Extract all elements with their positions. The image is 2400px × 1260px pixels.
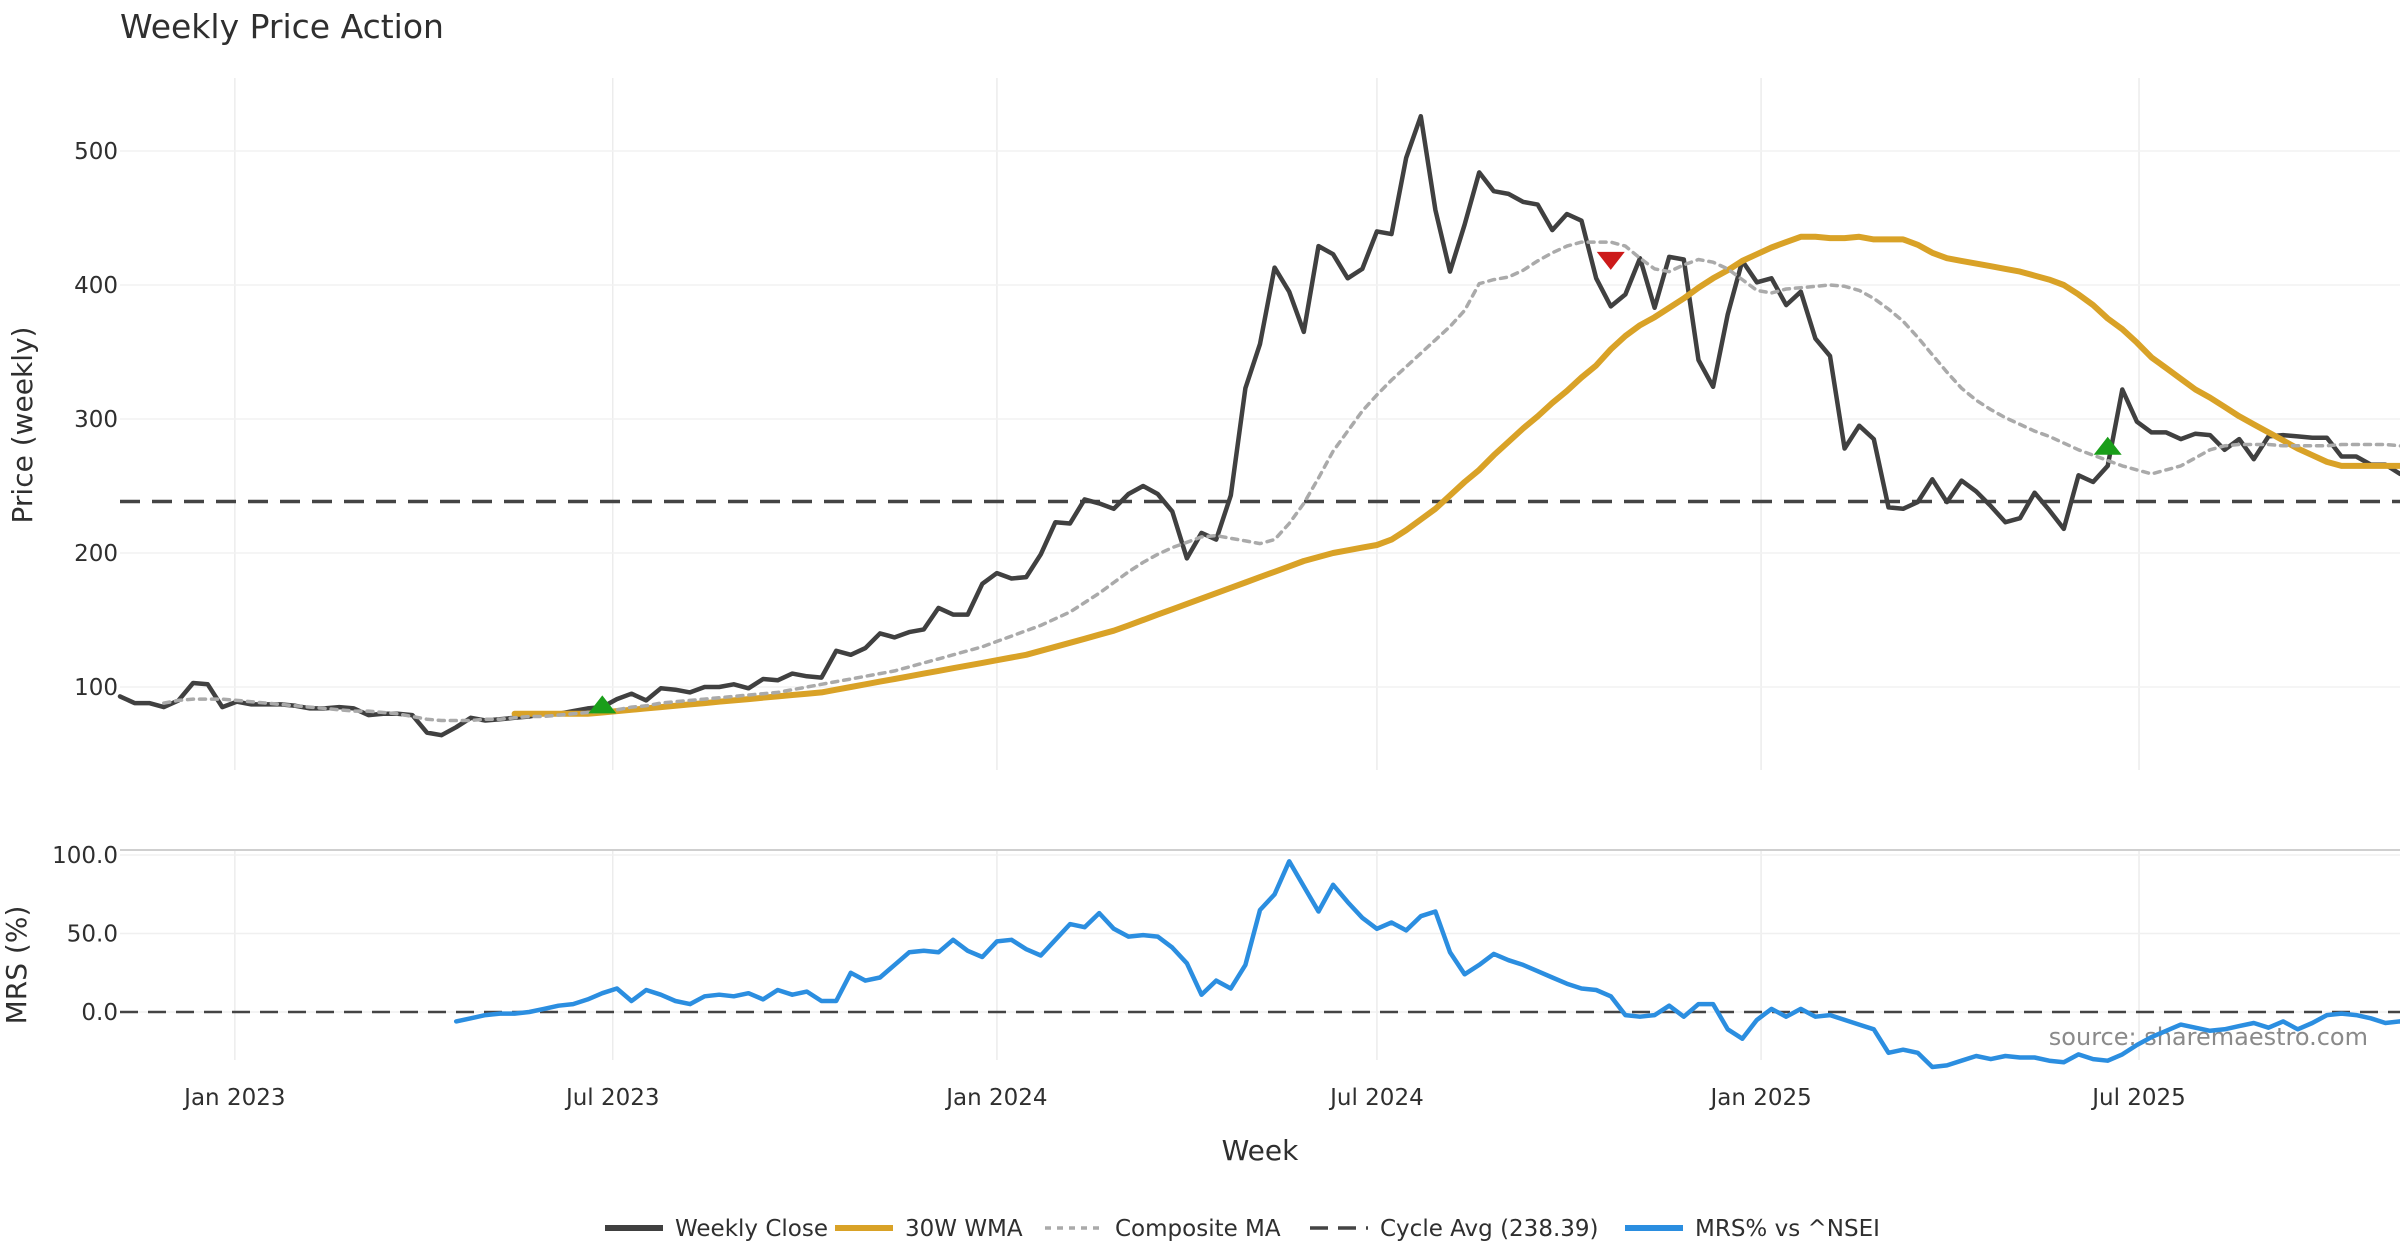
mrs-y-tick-label: 50.0 [67, 922, 118, 948]
legend-label: MRS% vs ^NSEI [1695, 1216, 1880, 1242]
composite-ma-line [162, 240, 2400, 723]
mrs-y-tick-label: 100.0 [52, 843, 118, 869]
x-tick-label: Jan 2023 [182, 1085, 285, 1111]
legend: Weekly Close 30W WMA Composite MA Cycle Avg… [605, 1216, 1880, 1242]
legend-label: Weekly Close [675, 1216, 828, 1242]
x-tick-label: Jul 2025 [2090, 1085, 2186, 1111]
price-y-tick-label: 100 [74, 675, 118, 701]
buy-signal-marker [2093, 436, 2122, 455]
mrs-line [453, 859, 2400, 1070]
x-tick-label: Jul 2024 [1328, 1085, 1424, 1111]
series-lines [117, 113, 2400, 1070]
wma-30w-line [511, 233, 2400, 717]
legend-label: 30W WMA [905, 1216, 1023, 1242]
buy-signal-marker [588, 695, 617, 714]
price-y-tick-label: 400 [74, 273, 118, 299]
axis-tick-labels: Jan 2023 Jul 2023 Jan 2024 Jul 2024 Jan 2025… [52, 139, 2186, 1111]
legend-label: Composite MA [1115, 1216, 1281, 1242]
sell-signal-marker [1596, 251, 1625, 270]
x-tick-label: Jan 2024 [944, 1085, 1047, 1111]
price-y-tick-label: 200 [74, 541, 118, 567]
weekly-close-line [117, 113, 2400, 738]
source-note: source: sharemaestro.com [2049, 1023, 2368, 1051]
signal-markers [588, 251, 2122, 714]
mrs-y-tick-label: 0.0 [81, 1000, 118, 1026]
x-axis-title: Week [1222, 1134, 1299, 1167]
price-y-tick-label: 300 [74, 407, 118, 433]
mrs-y-axis-title: MRS (%) [0, 906, 33, 1025]
legend-label: Cycle Avg (238.39) [1380, 1216, 1599, 1242]
x-tick-label: Jul 2023 [564, 1085, 660, 1111]
chart-title: Weekly Price Action [120, 7, 444, 46]
price-y-axis-title: Price (weekly) [6, 327, 39, 524]
x-tick-label: Jan 2025 [1708, 1085, 1811, 1111]
price-y-tick-label: 500 [74, 139, 118, 165]
